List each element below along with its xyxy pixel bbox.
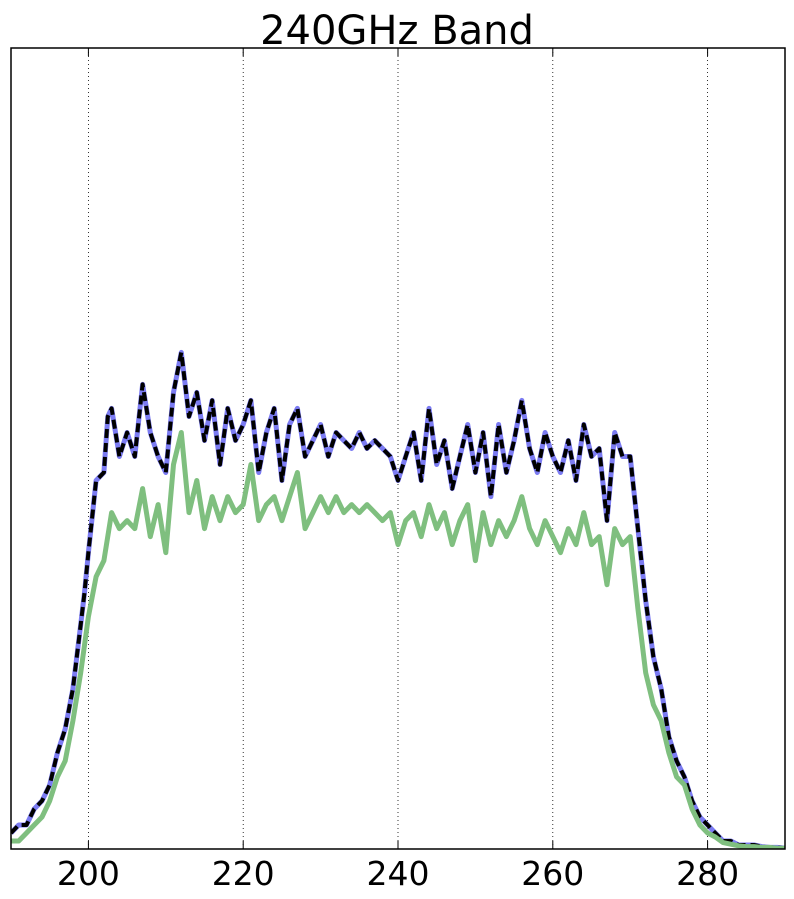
x-tick-label: 280 bbox=[676, 854, 739, 893]
series-line-2 bbox=[11, 350, 785, 849]
x-tick-label: 260 bbox=[521, 854, 584, 893]
x-tick-label: 200 bbox=[57, 854, 120, 893]
x-tick-label: 220 bbox=[212, 854, 275, 893]
tick-layer: 200 220 240 260 280 bbox=[57, 48, 739, 893]
chart-title: 240GHz Band bbox=[260, 8, 534, 54]
series-line-3 bbox=[11, 430, 785, 849]
x-tick-label: 240 bbox=[367, 854, 430, 893]
series-layer bbox=[11, 349, 785, 849]
